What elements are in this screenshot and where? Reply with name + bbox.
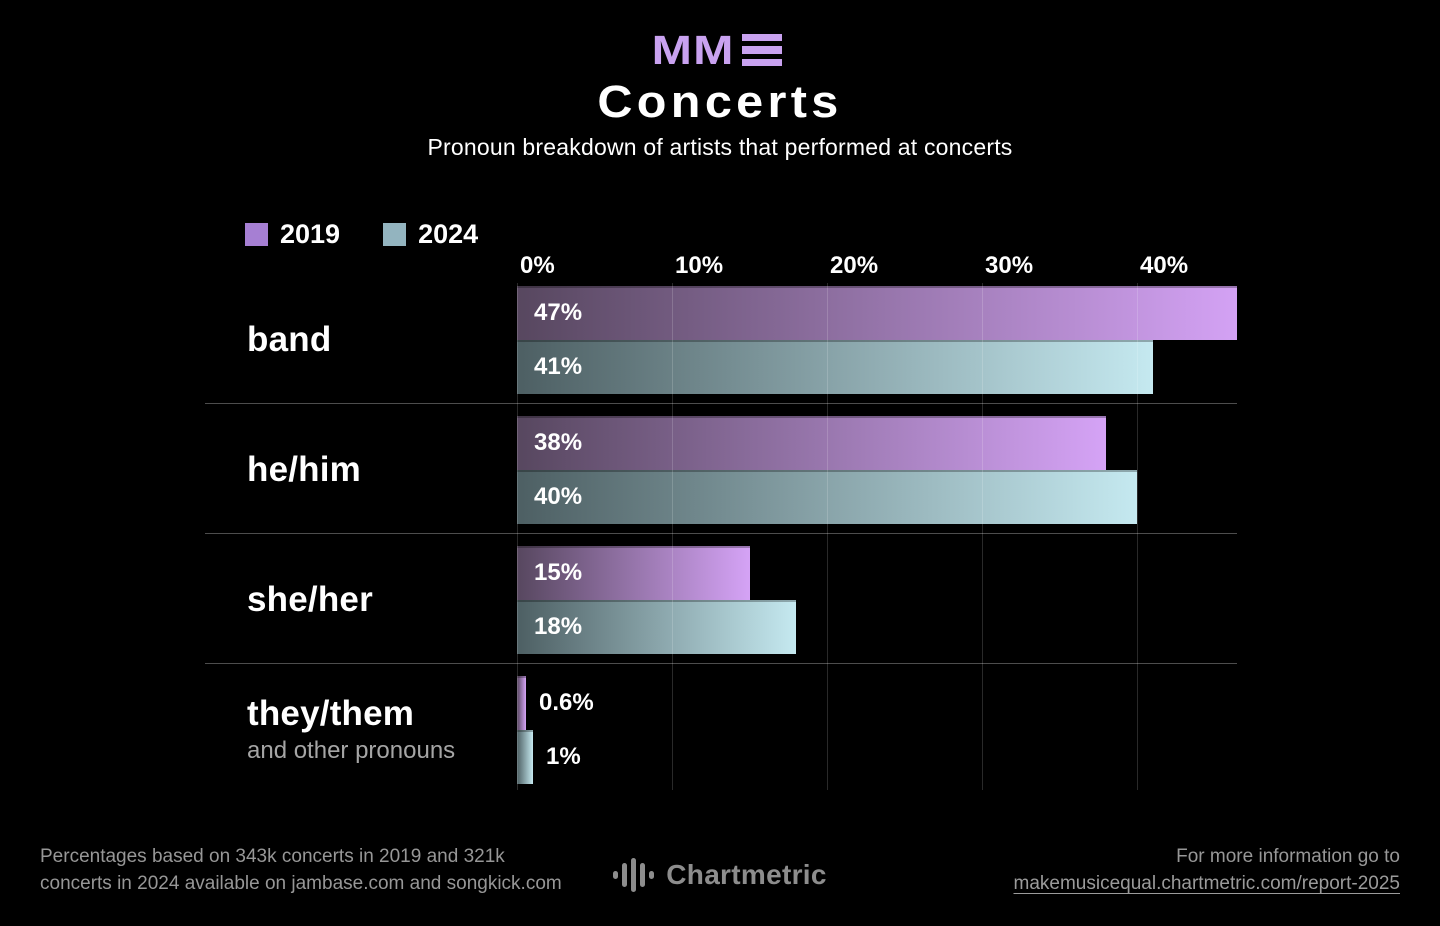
bar-2019-she-her: 15% xyxy=(517,546,750,600)
more-info-text: For more information go to xyxy=(1176,846,1400,867)
bar-2019-band: 47% xyxy=(517,286,1237,340)
category-label: they/them xyxy=(247,694,415,733)
bar-plot-area: 47% 41% 38% 40% 15% 18% 0.6% 1% xyxy=(517,286,1237,786)
x-tick: 20% xyxy=(830,252,879,279)
legend-item-2024: 2024 xyxy=(383,219,478,250)
bar-2024-they-them: 1% xyxy=(517,730,581,784)
x-tick: 0% xyxy=(520,252,555,279)
source-note-line2: concerts in 2024 available on jambase.co… xyxy=(40,873,562,894)
source-note: Percentages based on 343k concerts in 20… xyxy=(40,843,562,897)
source-note-line1: Percentages based on 343k concerts in 20… xyxy=(40,846,505,867)
page-subtitle: Pronoun breakdown of artists that perfor… xyxy=(427,134,1013,160)
x-tick: 40% xyxy=(1140,252,1189,279)
more-info: For more information go to makemusicequa… xyxy=(1014,843,1401,897)
report-link[interactable]: makemusicequal.chartmetric.com/report-20… xyxy=(1013,873,1401,894)
mme-logo: MM xyxy=(0,27,1440,73)
legend-label-2024: 2024 xyxy=(418,219,479,249)
bar-value-label: 1% xyxy=(546,743,581,770)
x-tick: 30% xyxy=(985,252,1034,279)
bar-value-label: 40% xyxy=(534,483,583,510)
bar-value-label: 47% xyxy=(534,299,583,326)
x-tick: 10% xyxy=(675,252,724,279)
category-label: he/him xyxy=(247,450,361,489)
legend: 2019 2024 xyxy=(245,219,478,250)
legend-label-2019: 2019 xyxy=(280,219,341,249)
bar-value-label: 18% xyxy=(534,613,583,640)
legend-swatch-2019 xyxy=(245,223,268,246)
category-sublabel: and other pronouns xyxy=(247,737,456,764)
bar-2019-he-him: 38% xyxy=(517,416,1106,470)
mme-logo-text: MM xyxy=(652,27,735,73)
category-label-block: band xyxy=(247,286,517,394)
chartmetric-wordmark: Chartmetric xyxy=(666,859,827,890)
bar-2024-he-him: 40% xyxy=(517,470,1137,524)
bar-value-label: 38% xyxy=(534,429,583,456)
category-label: band xyxy=(247,320,332,359)
legend-item-2019: 2019 xyxy=(245,219,340,250)
bar-value-label: 0.6% xyxy=(539,689,594,716)
bar-value-label: 41% xyxy=(534,353,583,380)
chartmetric-brand: Chartmetric xyxy=(0,856,1440,894)
mme-logo-bars-icon xyxy=(741,33,782,67)
bar-2019-they-them: 0.6% xyxy=(517,676,594,730)
category-label-block: they/them and other pronouns xyxy=(247,676,517,784)
category-label-block: she/her xyxy=(247,546,517,654)
row-divider xyxy=(205,533,1237,534)
chartmetric-soundwave-icon xyxy=(613,856,655,894)
bar-2024-band: 41% xyxy=(517,340,1153,394)
category-label-block: he/him xyxy=(247,416,517,524)
page-title: Concerts xyxy=(597,76,843,127)
legend-swatch-2024 xyxy=(383,223,407,246)
bar-2024-she-her: 18% xyxy=(517,600,796,654)
x-axis: 0% 10% 20% 30% 40% xyxy=(517,252,1257,282)
row-divider xyxy=(205,663,1237,664)
bar-value-label: 15% xyxy=(534,559,583,586)
row-divider xyxy=(205,403,1237,404)
category-label: she/her xyxy=(247,580,373,619)
